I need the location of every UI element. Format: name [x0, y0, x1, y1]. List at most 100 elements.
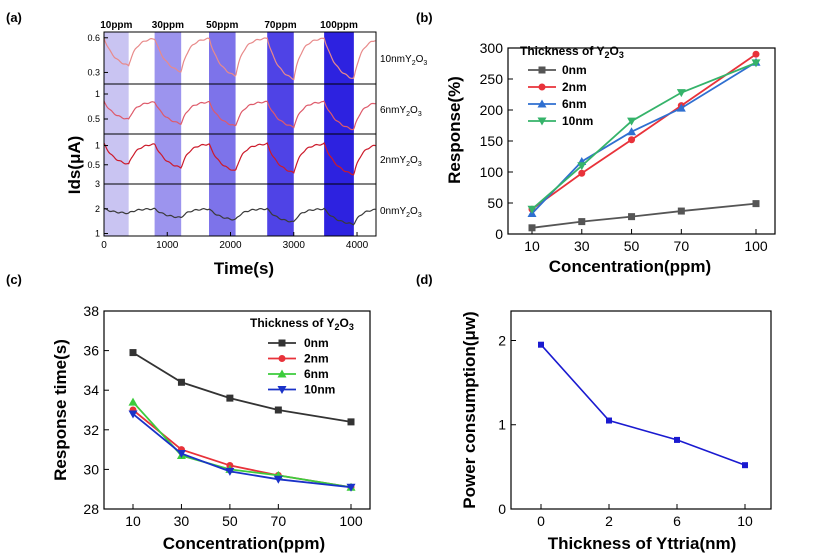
series-line-power — [540, 344, 746, 466]
y-tick-label: 38 — [83, 303, 99, 319]
panel-d-y-label: Power consumption(μw) — [460, 311, 479, 508]
legend-marker-6nm — [277, 369, 287, 378]
panel-c-y-label: Response time(s) — [51, 339, 70, 481]
series-line-2nm — [531, 53, 757, 210]
y-tick-label: 36 — [83, 343, 99, 359]
panel-c: (c) 28 30 32 34 36 38 10 30 50 70 100 Concentratio… — [6, 272, 371, 553]
y-tick-label: 50 — [487, 195, 503, 211]
data-point-10nm — [225, 467, 235, 476]
panel-a-label: (a) — [6, 10, 22, 25]
data-point-6nm — [128, 397, 138, 406]
data-point-2nm — [752, 50, 760, 58]
y-tick-label: 0.3 — [87, 67, 100, 77]
x-tick-label: 0 — [101, 240, 107, 251]
y-tick-label: 150 — [480, 133, 504, 149]
x-tick-label: 4000 — [346, 240, 369, 251]
data-point-10nm — [273, 475, 283, 484]
y-tick-label: 28 — [83, 501, 99, 517]
data-point-10nm — [676, 89, 686, 98]
legend-marker-6nm — [537, 99, 547, 108]
x-tick-label: 2 — [605, 513, 613, 529]
x-tick-label: 50 — [222, 513, 238, 529]
data-point-0nm — [628, 213, 636, 221]
x-tick-label: 1000 — [156, 240, 179, 251]
panel-d-label: (d) — [416, 272, 433, 287]
panel-a-box — [103, 31, 377, 237]
x-tick-label: 100 — [744, 238, 768, 254]
trace-label: 0nmY2O3 — [380, 206, 422, 219]
series-line-6nm — [132, 401, 352, 489]
data-point-2nm — [628, 136, 636, 144]
legend-label-10nm: 10nm — [562, 114, 593, 128]
panel-b: (b) 0 50 100 150 200 250 300 10 30 50 70 100 Concen… — [416, 10, 776, 276]
x-tick-label: 100 — [339, 513, 363, 529]
x-tick-label: 50 — [624, 238, 640, 254]
y-tick-label: 200 — [480, 102, 504, 118]
panel-b-plot: 0 50 100 150 200 250 300 10 30 50 70 100 — [480, 40, 776, 254]
data-point-10nm — [577, 162, 587, 171]
panel-a-y-label: Ids(μA) — [65, 136, 84, 195]
legend-label-0nm: 0nm — [304, 336, 329, 350]
y-tick-label: 0 — [495, 226, 503, 242]
trace-6nmY2O3 — [103, 100, 376, 131]
trace-2nmY2O3 — [103, 141, 376, 176]
legend-marker-2nm — [278, 355, 286, 362]
data-point-6nm — [627, 127, 637, 136]
panel-b-y-label: Response(%) — [445, 76, 464, 184]
plot-frame — [103, 310, 371, 510]
trace-10nmY2O3 — [103, 37, 376, 81]
data-point-0nm — [752, 200, 760, 208]
data-point-0nm — [226, 394, 234, 402]
legend-label-2nm: 2nm — [562, 80, 587, 94]
panel-a-x-ticks: 0 1000 2000 3000 4000 — [101, 232, 369, 251]
pulse-label-50ppm: 50ppm — [206, 20, 238, 31]
y-tick-label: 0.5 — [87, 160, 100, 170]
y-tick-label: 1 — [95, 141, 100, 151]
data-point-power — [742, 462, 748, 469]
legend-marker-0nm — [278, 339, 286, 347]
y-tick-label: 2 — [95, 204, 100, 214]
panel-a-x-label: Time(s) — [214, 259, 274, 278]
trace-label: 10nmY2O3 — [380, 54, 427, 67]
x-tick-label: 3000 — [283, 240, 306, 251]
current-traces — [103, 37, 376, 226]
panel-d-x-label: Thickness of Yttria(nm) — [548, 534, 737, 553]
data-point-10nm — [627, 117, 637, 126]
y-tick-label: 0.5 — [87, 114, 100, 124]
pulse-label-100ppm: 100ppm — [320, 20, 358, 31]
data-point-10nm — [346, 483, 356, 492]
pulse-label-30ppm: 30ppm — [152, 20, 184, 31]
trace-label: 6nmY2O3 — [380, 105, 422, 118]
panel-d: (d) 0 1 2 0 2 6 10 Thickness of Yttria(nm) Pow… — [416, 272, 772, 553]
series-line-10nm — [132, 413, 352, 489]
data-point-0nm — [578, 218, 586, 226]
pulse-label-10ppm: 10ppm — [100, 20, 132, 31]
x-tick-label: 30 — [174, 513, 190, 529]
x-tick-label: 10 — [125, 513, 141, 529]
legend-marker-0nm — [538, 66, 546, 74]
data-point-power — [606, 417, 612, 424]
panel-a: (a) 10ppm 30ppm 50ppm 70ppm 100ppm 0.60.310n… — [6, 10, 427, 278]
panel-c-x-label: Concentration(ppm) — [163, 534, 325, 553]
legend-marker-10nm — [537, 117, 547, 126]
y-tick-label: 100 — [480, 164, 504, 180]
data-point-0nm — [177, 378, 185, 386]
pulse-label-70ppm: 70ppm — [264, 20, 296, 31]
x-tick-label: 10 — [524, 238, 540, 254]
y-tick-label: 1 — [95, 89, 100, 99]
data-point-0nm — [677, 207, 685, 215]
legend-marker-10nm — [277, 386, 287, 394]
y-tick-label: 3 — [95, 179, 100, 189]
data-point-10nm — [751, 59, 761, 68]
y-tick-label: 300 — [480, 40, 504, 56]
x-tick-label: 10 — [737, 513, 753, 529]
y-tick-label: 34 — [83, 382, 99, 398]
series-line-2nm — [132, 409, 352, 489]
trace-0nmY2O3 — [104, 207, 376, 226]
panel-c-plot: 28 30 32 34 36 38 10 30 50 70 100 — [83, 303, 371, 529]
panel-c-legend-title: Thickness of Y2O3 — [250, 316, 354, 332]
series-line-0nm — [531, 202, 757, 229]
panel-d-plot: 0 1 2 0 2 6 10 — [498, 310, 772, 529]
